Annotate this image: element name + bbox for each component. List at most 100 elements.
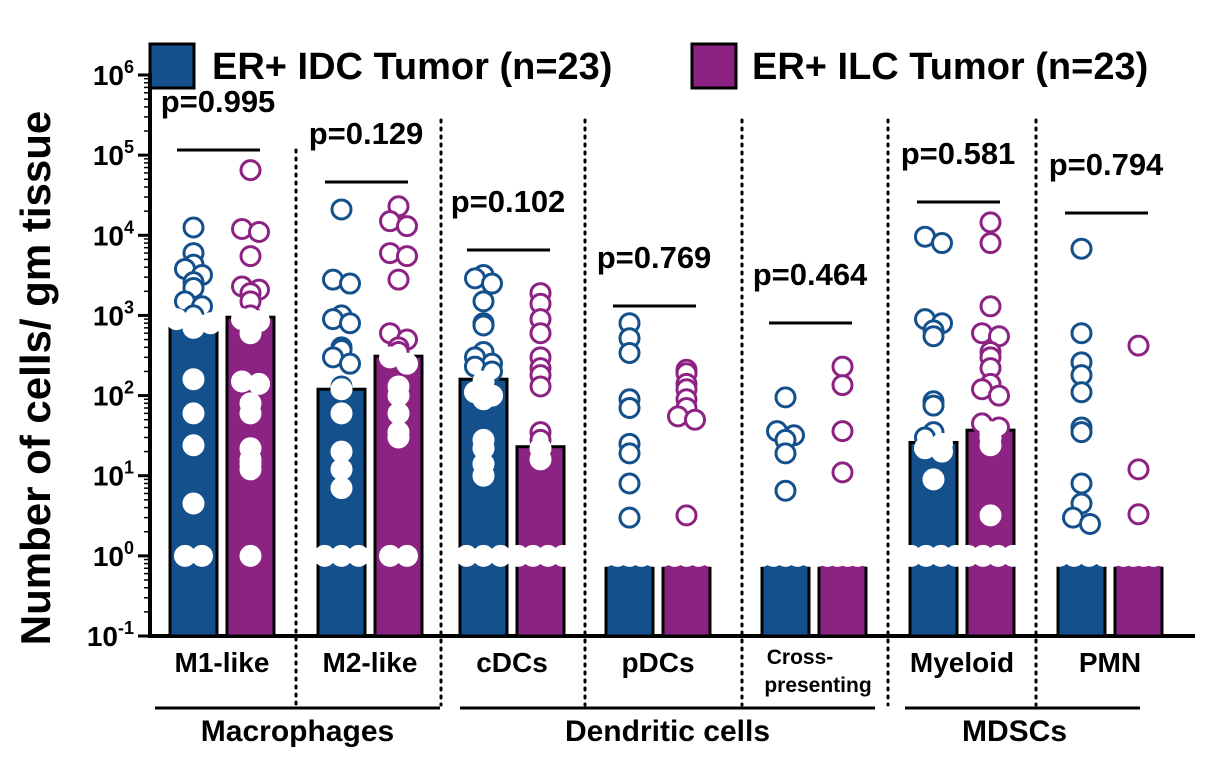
p-value-label: p=0.464 [753, 257, 868, 292]
data-point [330, 198, 353, 221]
data-point [330, 378, 353, 401]
data-point [472, 290, 495, 313]
data-point [699, 544, 722, 567]
data-point [552, 544, 574, 567]
data-point [396, 352, 418, 375]
data-point [1070, 322, 1093, 345]
data-point [182, 216, 205, 239]
data-point [472, 464, 495, 487]
data-point [931, 232, 953, 255]
data-point [248, 220, 270, 243]
data-point [831, 461, 854, 484]
data-point [831, 374, 854, 397]
y-tick-label: 106 [93, 57, 134, 91]
y-tick-label: 101 [93, 458, 134, 492]
data-point [856, 544, 879, 567]
bar [1056, 554, 1107, 638]
data-point [831, 355, 854, 378]
group-label: MDSCs [962, 715, 1067, 748]
data-point [774, 386, 797, 409]
data-point [339, 272, 361, 295]
data-point [239, 544, 262, 567]
data-point [618, 472, 641, 495]
data-point [922, 325, 945, 348]
data-point [684, 408, 706, 431]
group-label: Dendritic cells [565, 715, 770, 748]
p-value-label: p=0.769 [597, 240, 712, 275]
data-point [1152, 544, 1175, 567]
data-point [339, 312, 361, 335]
data-point [191, 544, 213, 567]
data-point [529, 375, 552, 398]
data-point [1127, 334, 1150, 357]
data-point [529, 448, 552, 471]
data-point [396, 544, 418, 567]
bar [458, 377, 509, 638]
data-point [182, 402, 205, 425]
data-point [182, 316, 205, 339]
y-tick-label: 103 [93, 297, 134, 331]
y-tick-label: 100 [93, 538, 134, 572]
data-point [330, 458, 353, 481]
data-point [1070, 421, 1093, 444]
data-point [618, 506, 641, 529]
data-point [1127, 503, 1150, 526]
p-value-label: p=0.581 [901, 136, 1016, 171]
data-point [618, 341, 641, 364]
data-point [979, 232, 1002, 255]
bar [515, 445, 566, 638]
category-label-line2: presenting [764, 674, 871, 697]
category-label: pDCs [621, 647, 694, 678]
y-axis-label: Number of cells/ gm tissue [12, 111, 59, 645]
category-label: Cross- [767, 646, 834, 669]
y-tick-label: 104 [93, 217, 134, 251]
data-point [239, 245, 262, 268]
data-point [387, 402, 410, 425]
data-point [396, 245, 418, 268]
data-point [1127, 458, 1150, 481]
data-point [330, 402, 353, 425]
data-point [472, 314, 495, 337]
data-point [618, 396, 641, 419]
data-point [774, 479, 797, 502]
data-point [831, 420, 854, 443]
data-point [239, 402, 262, 425]
category-label: PMN [1079, 647, 1141, 678]
data-point [931, 440, 953, 463]
bar [1113, 554, 1164, 638]
category-label: M1-like [175, 647, 270, 678]
data-point [387, 268, 410, 291]
data-point [248, 372, 270, 395]
data-point [182, 492, 205, 515]
data-point [1002, 544, 1024, 567]
data-point [330, 477, 353, 500]
data-point [472, 388, 495, 411]
bar [965, 428, 1016, 638]
data-point [922, 394, 945, 417]
p-value-label: p=0.794 [1049, 147, 1164, 182]
category-label: M2-like [323, 647, 418, 678]
category-label: Myeloid [910, 647, 1014, 678]
p-value-label: p=0.102 [451, 184, 566, 219]
data-point [387, 426, 410, 449]
data-point [396, 215, 418, 238]
data-point [979, 295, 1002, 318]
bar [661, 554, 712, 638]
data-point [330, 440, 353, 463]
legend-swatch-ilc [690, 42, 738, 90]
data-point [988, 384, 1010, 407]
legend-label-idc: ER+ IDC Tumor (n=23) [212, 46, 612, 88]
data-point [675, 504, 698, 527]
p-value-label: p=0.129 [309, 116, 424, 151]
data-point [979, 504, 1002, 527]
data-point [339, 352, 361, 375]
legend: ER+ IDC Tumor (n=23) ER+ ILC Tumor (n=23… [148, 42, 1148, 90]
y-tick-label: 105 [93, 137, 134, 171]
data-point [239, 322, 262, 345]
data-point [182, 368, 205, 391]
y-tick-label: 102 [93, 378, 134, 412]
p-value-label: p=0.995 [161, 84, 276, 119]
plot-area: 106 105 104 103 102 101 100 10-1 p=0.995 M1-like p… [87, 57, 1195, 748]
data-point [1070, 237, 1093, 260]
bar [760, 554, 811, 638]
